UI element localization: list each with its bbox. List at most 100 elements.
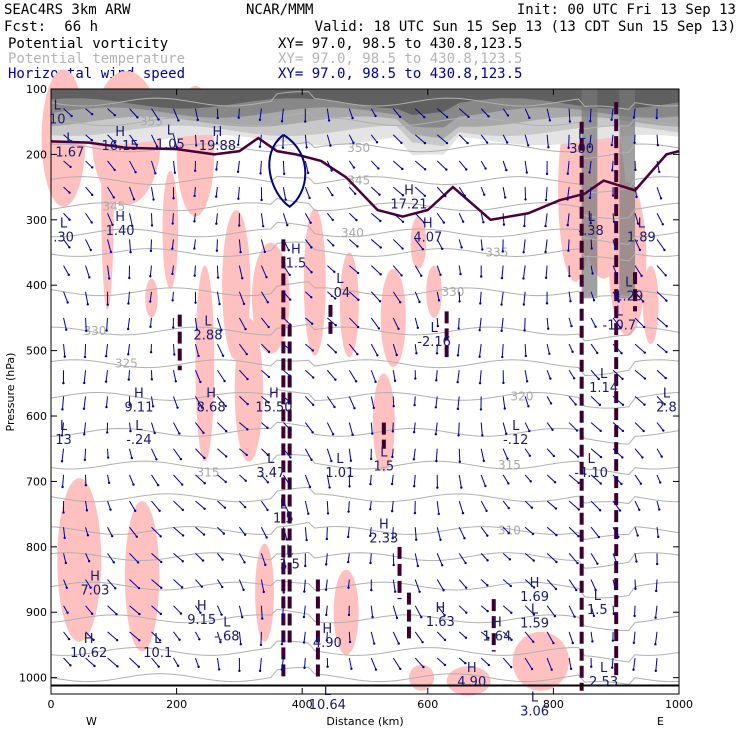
wind-vector	[193, 213, 196, 222]
wind-vector-head	[127, 353, 130, 356]
wind-vector-head	[65, 586, 69, 589]
wind-vector-head	[160, 560, 163, 564]
wind-vector	[392, 657, 401, 670]
wind-vector-head	[310, 322, 314, 325]
wind-vector	[458, 160, 467, 170]
wind-vector-head	[203, 507, 206, 510]
wind-vector	[326, 108, 330, 121]
wind-vector-head	[435, 459, 438, 463]
extrema-marker: H	[291, 243, 301, 258]
wind-vector	[304, 474, 311, 488]
wind-vector-head	[202, 431, 205, 434]
wind-vector	[480, 657, 490, 666]
wind-vector-head	[69, 165, 72, 169]
wind-vector	[370, 212, 381, 222]
wind-vector	[436, 527, 441, 540]
wind-vector-head	[289, 428, 292, 432]
x-tick-label: 400	[292, 698, 313, 711]
wind-vector-head	[90, 139, 94, 142]
wind-vector	[590, 474, 602, 484]
field-xy-pv: XY= 97.0, 98.5 to 430.8,123.5	[278, 36, 522, 52]
theta-contour-line	[50, 198, 680, 219]
wind-vector	[568, 108, 571, 122]
wind-vector	[480, 448, 485, 462]
wind-vector	[305, 291, 312, 298]
wind-vector-head	[633, 141, 636, 144]
wind-vector-head	[334, 351, 338, 354]
wind-vector-head	[246, 377, 249, 381]
wind-vector-head	[632, 668, 635, 671]
wind-vector-head	[401, 167, 404, 171]
wind-vector	[105, 344, 109, 357]
wind-vector-head	[69, 664, 72, 667]
wind-vector-head	[568, 120, 572, 123]
wind-vector-head	[237, 116, 240, 119]
wind-vector	[392, 239, 403, 249]
extrema-value: 1.63	[426, 615, 455, 630]
wind-vector-head	[588, 196, 592, 200]
wind-vector	[435, 422, 438, 435]
wind-vector	[435, 370, 438, 381]
wind-vector-head	[544, 250, 547, 254]
wind-vector-head	[66, 611, 69, 614]
wind-vector	[63, 239, 70, 248]
wind-vector-head	[135, 143, 138, 147]
wind-vector	[347, 527, 350, 537]
wind-vector	[501, 317, 504, 331]
wind-vector	[194, 370, 201, 383]
wind-vector	[261, 369, 270, 378]
wind-vector-head	[445, 168, 448, 171]
wind-vector	[195, 553, 204, 561]
wind-vector-head	[203, 482, 206, 485]
wind-vector	[84, 344, 87, 358]
wind-vector	[85, 108, 93, 115]
theta-contour-label: 315	[498, 458, 521, 472]
wind-vector	[63, 108, 72, 117]
wind-vector-head	[130, 456, 134, 460]
wind-vector	[129, 134, 138, 146]
theta-contour-line	[50, 281, 680, 299]
wind-vector-head	[194, 301, 197, 304]
pv-contour-layer	[50, 102, 680, 691]
wind-vector-head	[590, 247, 593, 250]
wind-vector	[590, 239, 593, 249]
wind-vector	[150, 239, 152, 251]
x-end-label-east: E	[657, 715, 664, 728]
wind-vector	[502, 134, 508, 143]
wind-vector-head	[153, 431, 156, 435]
wind-vector	[436, 160, 447, 170]
wind-vector-head	[509, 584, 512, 588]
wind-vector	[282, 160, 285, 174]
wind-vector-head	[643, 351, 646, 354]
wind-vector-head	[632, 641, 636, 645]
wind-vector-head	[483, 193, 486, 196]
extrema-marker: L	[594, 589, 602, 604]
wind-vector	[480, 134, 488, 143]
wind-vector	[458, 213, 464, 222]
wind-vector-head	[544, 276, 548, 279]
wind-vector	[546, 474, 556, 483]
wind-vector	[524, 579, 535, 588]
wind-vector-head	[173, 353, 176, 356]
wind-vector	[546, 553, 557, 563]
wind-vector-head	[398, 115, 402, 119]
wind-vector	[656, 396, 666, 405]
wind-vector	[370, 291, 381, 302]
wind-vector-head	[220, 328, 223, 332]
extrema-value: 1.29	[614, 289, 643, 304]
wind-vector-head	[423, 194, 427, 198]
extrema-marker: H	[492, 615, 502, 630]
wind-vector	[63, 160, 71, 168]
theta-contour-label: 315	[197, 465, 220, 479]
wind-vector-head	[265, 536, 268, 539]
wind-vector	[237, 134, 240, 145]
wind-vector-head	[659, 197, 663, 200]
wind-vector-head	[181, 560, 185, 563]
wind-vector-head	[287, 248, 290, 252]
theta-contour-line	[50, 666, 680, 685]
wind-vector-head	[309, 221, 312, 224]
wind-vector	[151, 553, 162, 563]
pv-shade-region	[145, 278, 158, 318]
wind-vector	[61, 422, 65, 436]
wind-vector-head	[413, 403, 416, 407]
